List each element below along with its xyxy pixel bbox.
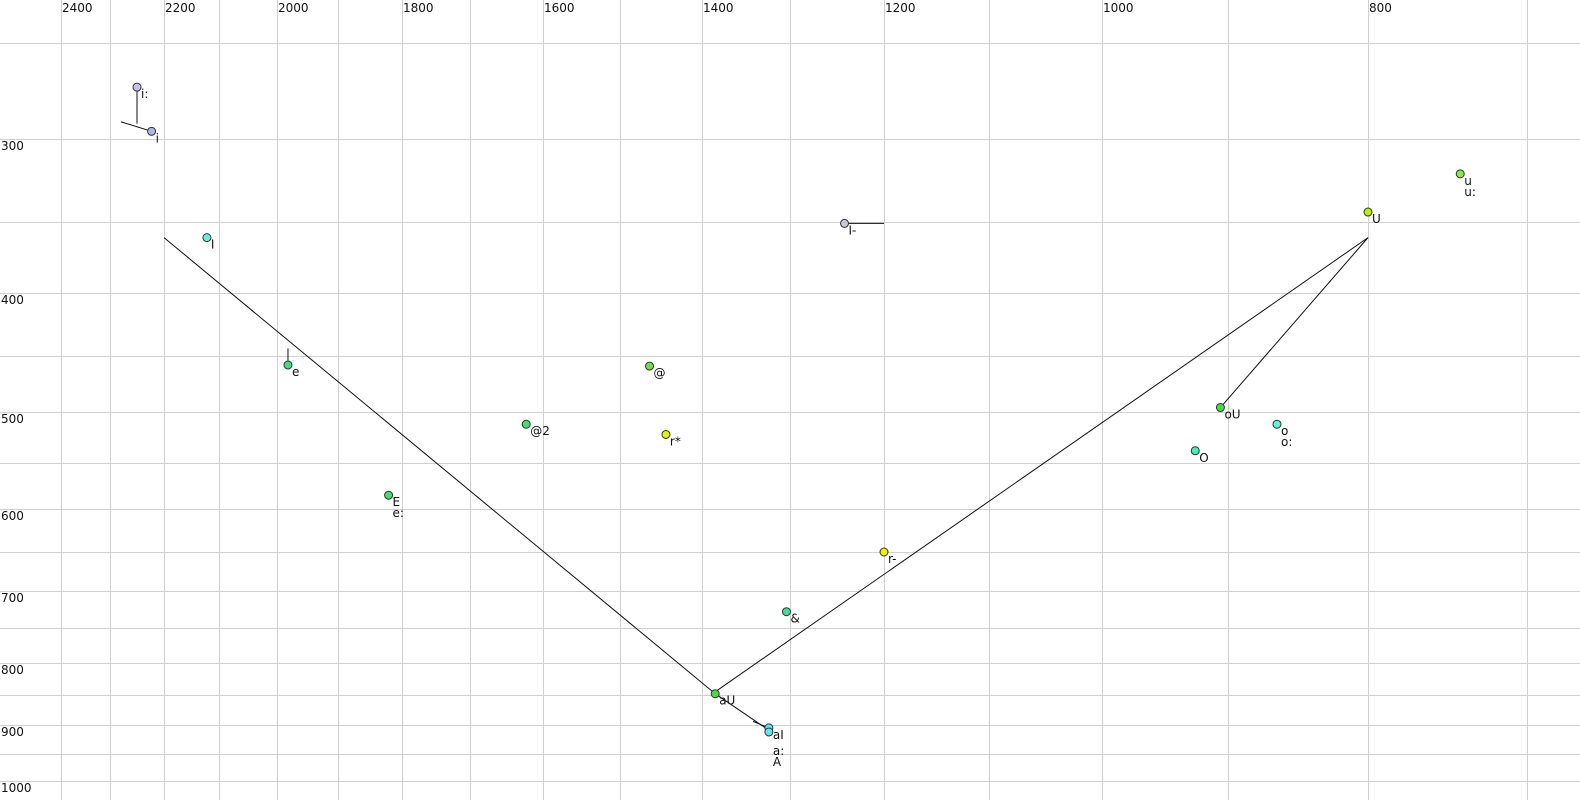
vowel-point	[645, 361, 655, 371]
y-axis-ticks: 300 400 500 600 700 800 900 1000	[1, 139, 32, 795]
vowel-point	[132, 82, 142, 92]
vowel-point	[202, 233, 212, 243]
vowel-label: I	[211, 238, 215, 252]
data-points	[132, 82, 1465, 737]
vowel-label: i	[156, 131, 159, 145]
vowel-point	[283, 360, 293, 370]
x-tick-label: 2400	[62, 1, 93, 15]
vowel-point	[661, 429, 671, 439]
vowel-point	[781, 607, 791, 617]
y-tick-label: 1000	[1, 781, 32, 795]
vowel-label: e	[292, 365, 299, 379]
point-labels: i: i Ie Ee: @2 @ r* I-r- & aU aI a:AoU Ooo: Uuu:	[141, 87, 1476, 769]
y-tick-label: 400	[1, 293, 24, 307]
vowel-label: a:	[773, 744, 784, 758]
vowel-label: @	[654, 366, 666, 380]
vowel-label: i:	[141, 87, 148, 101]
vowel-label: E	[393, 495, 401, 509]
vowel-label: A	[773, 755, 782, 769]
vowel-label: r*	[670, 434, 681, 448]
x-tick-label: 2200	[165, 1, 196, 15]
y-tick-label: 800	[1, 663, 24, 677]
y-tick-label: 600	[1, 509, 24, 523]
vowel-label: oU	[1224, 408, 1240, 422]
vowel-point	[147, 126, 157, 136]
vowel-point	[879, 547, 889, 557]
vowel-label: r-	[888, 552, 897, 566]
y-tick-label: 700	[1, 591, 24, 605]
formant-trajectory	[714, 237, 1369, 693]
y-tick-label: 900	[1, 725, 24, 739]
formant-trajectory	[120, 121, 152, 132]
vowel-label: o	[1281, 424, 1288, 438]
x-tick-label: 800	[1369, 1, 1392, 15]
vowel-label: aU	[719, 694, 735, 708]
y-tick-label: 300	[1, 139, 24, 153]
vowel-point	[710, 689, 720, 699]
vowel-label: &	[790, 612, 799, 626]
vowel-label: @2	[530, 424, 550, 438]
vowel-label: u:	[1464, 185, 1476, 199]
x-tick-label: 1600	[544, 1, 575, 15]
vowel-label: o:	[1281, 435, 1292, 449]
vowel-point	[1215, 403, 1225, 413]
vowel-point	[1272, 419, 1282, 429]
vowel-point	[840, 218, 850, 228]
vowel-label: aI	[773, 728, 784, 742]
vowel-point	[1190, 446, 1200, 456]
x-tick-label: 1800	[403, 1, 434, 15]
vowel-point	[764, 727, 774, 737]
x-tick-label: 1400	[703, 1, 734, 15]
vowel-label: e:	[393, 506, 404, 520]
y-tick-label: 500	[1, 412, 24, 426]
x-tick-label: 1000	[1103, 1, 1134, 15]
formant-trajectory	[163, 237, 770, 731]
vowel-label: O	[1199, 451, 1208, 465]
trajectories	[120, 87, 1369, 731]
vowel-point	[521, 419, 531, 429]
vowel-point	[1455, 169, 1465, 179]
vowel-point	[384, 490, 394, 500]
vowel-point	[1363, 207, 1373, 217]
x-axis-ticks: 2400 2200 2000 1800 1600 1400 1200 1000 800	[62, 1, 1392, 15]
vowel-label: U	[1372, 212, 1381, 226]
vowel-label: u	[1464, 174, 1472, 188]
x-tick-label: 2000	[278, 1, 309, 15]
x-tick-label: 1200	[885, 1, 916, 15]
vowel-label: I-	[849, 223, 857, 237]
